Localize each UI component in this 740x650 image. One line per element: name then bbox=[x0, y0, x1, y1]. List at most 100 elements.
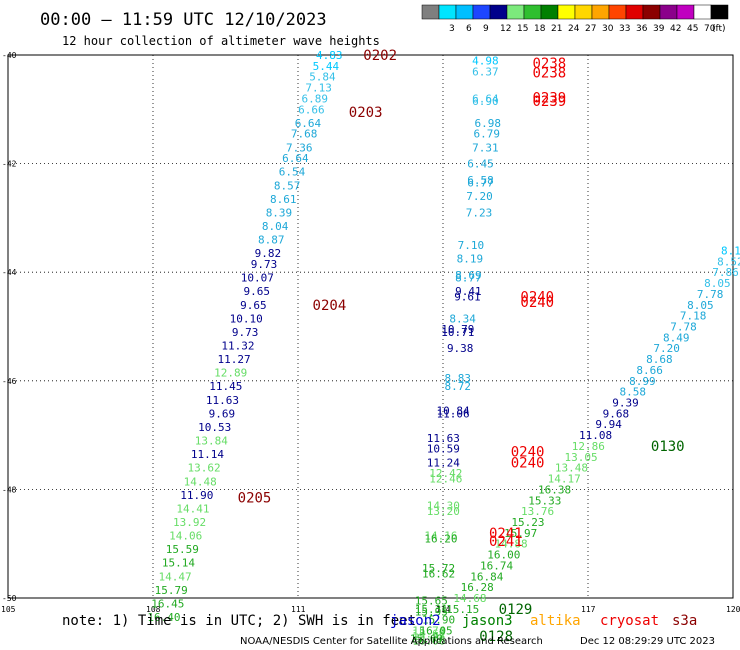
swh-value-label: 13.05 bbox=[565, 451, 598, 464]
swh-value-label: 11.08 bbox=[579, 429, 612, 442]
swh-value-label: 8.19 bbox=[457, 253, 484, 266]
swh-value-label: 15.97 bbox=[504, 527, 537, 540]
swh-value-label: 16.06 bbox=[412, 634, 445, 647]
pass-time-label: 0241 bbox=[489, 534, 523, 550]
colorbar-bin bbox=[591, 4, 610, 20]
swh-value-label: 14.17 bbox=[548, 473, 581, 486]
swh-value-label: 8.83 bbox=[445, 372, 472, 385]
swh-value-label: 15.59 bbox=[166, 543, 199, 556]
swh-value-label: 9.65 bbox=[240, 299, 267, 312]
swh-value-label: 16.74 bbox=[480, 559, 513, 572]
swh-value-label: 8.69 bbox=[455, 269, 482, 282]
swh-value-label: 7.86 bbox=[712, 266, 739, 279]
swh-value-label: 15.79 bbox=[155, 584, 188, 597]
colorbar-bin bbox=[557, 4, 576, 20]
pass-time-label: 0129 bbox=[499, 602, 533, 618]
swh-value-label: 15.72 bbox=[422, 562, 455, 575]
swh-value-label: 11.24 bbox=[427, 456, 460, 469]
map-subtitle: 12 hour collection of altimeter wave hei… bbox=[62, 34, 380, 48]
lon-tick-label: 111 bbox=[291, 605, 306, 614]
swh-value-label: 8.77 bbox=[455, 272, 482, 285]
swh-value-label: 8.04 bbox=[262, 220, 289, 233]
swh-value-label: 15.33 bbox=[528, 494, 561, 507]
colorbar-tick-label: 42 bbox=[670, 24, 681, 34]
track-east: 8.108.527.868.057.788.057.187.788.497.20… bbox=[446, 244, 740, 615]
colorbar-tick-label: 24 bbox=[568, 24, 580, 34]
swh-value-label: 15.78 bbox=[412, 630, 445, 643]
swh-value-label: 15.65 bbox=[415, 595, 448, 608]
swh-value-label: 6.90 bbox=[472, 95, 499, 108]
colorbar-bin bbox=[540, 4, 559, 20]
colorbar-bin bbox=[506, 4, 525, 20]
colorbar-bin bbox=[421, 4, 440, 20]
lon-tick-label: 105 bbox=[1, 605, 16, 614]
swh-value-label: 6.98 bbox=[475, 117, 502, 130]
colorbar-tick-label: 12 bbox=[500, 24, 511, 34]
swh-value-label: 7.20 bbox=[466, 190, 493, 203]
swh-value-label: 6.66 bbox=[298, 103, 325, 116]
swh-value-label: 9.73 bbox=[251, 258, 278, 271]
pass-time-label: 0204 bbox=[313, 298, 347, 314]
colorbar-tick-label: 3 bbox=[449, 24, 455, 34]
colorbar-bin bbox=[642, 4, 661, 20]
swh-value-label: 11.27 bbox=[218, 353, 251, 366]
swh-value-label: 16.20 bbox=[424, 532, 457, 545]
swh-value-label: 10.84 bbox=[436, 405, 469, 418]
swh-value-label: 11.45 bbox=[209, 380, 242, 393]
track-west: 4.835.445.847.136.896.666.647.687.366.64… bbox=[147, 49, 342, 624]
swh-value-label: 11.63 bbox=[206, 394, 239, 407]
mission-jason3: jason3 bbox=[462, 613, 513, 629]
swh-value-label: 16.84 bbox=[470, 570, 503, 583]
swh-value-label: 10.79 bbox=[441, 323, 474, 336]
swh-value-label: 9.73 bbox=[232, 326, 259, 339]
swh-value-label: 6.79 bbox=[474, 128, 501, 141]
swh-value-label: 15.74 bbox=[412, 625, 445, 638]
swh-value-label: 8.58 bbox=[620, 386, 647, 399]
swh-value-label: 9.61 bbox=[454, 291, 481, 304]
colorbar-bin bbox=[455, 4, 474, 20]
swh-value-label: 15.95 bbox=[415, 606, 448, 619]
swh-value-label: 8.68 bbox=[646, 353, 673, 366]
swh-value-label: 7.78 bbox=[670, 321, 697, 334]
colorbar-bin bbox=[676, 4, 695, 20]
mission-cryosat: cryosat bbox=[600, 613, 659, 629]
lat-tick-label: -44 bbox=[2, 268, 17, 277]
colorbar-bin bbox=[608, 4, 627, 20]
swh-value-label: 8.87 bbox=[258, 234, 285, 247]
swh-value-label: 13.76 bbox=[521, 505, 554, 518]
swh-value-label: 8.05 bbox=[704, 277, 731, 290]
track-middle-upper: 4.986.37 6.646.90 6.986.797.31 6.45 6.586.77… bbox=[454, 54, 501, 303]
swh-value-label: 8.52 bbox=[717, 255, 740, 268]
mission-altika: altika bbox=[530, 613, 581, 629]
lat-lon-grid bbox=[8, 55, 733, 598]
colorbar-tick-label: 30 bbox=[602, 24, 614, 34]
swh-value-label: 10.07 bbox=[241, 272, 274, 285]
swh-value-label: 12.89 bbox=[214, 367, 247, 380]
pass-time-label: 0202 bbox=[363, 48, 397, 64]
colorbar-bin bbox=[523, 4, 542, 20]
colorbar-bin bbox=[489, 4, 508, 20]
swh-value-label: 12.86 bbox=[572, 440, 605, 453]
swh-value-label: 8.72 bbox=[445, 380, 472, 393]
colorbar-tick-label: 6 bbox=[466, 24, 472, 34]
swh-value-label: 8.34 bbox=[449, 312, 476, 325]
swh-value-label: 12.42 bbox=[429, 467, 462, 480]
pass-time-labels: 0202020302040205023802380239023902400240… bbox=[238, 48, 685, 645]
colorbar-legend: 3 6 9 12 15 18 21 24 27 30 33 36 39 42 45 70 bbox=[421, 4, 729, 34]
lat-tick-label: -46 bbox=[2, 377, 17, 386]
colorbar-bin bbox=[438, 4, 457, 20]
swh-value-label: 12.46 bbox=[429, 473, 462, 486]
swh-value-label: 11.14 bbox=[191, 448, 224, 461]
swh-value-label: 8.99 bbox=[629, 375, 656, 388]
pass-time-label: 0241 bbox=[489, 526, 523, 542]
swh-value-label: 15.69 bbox=[410, 633, 443, 646]
pass-time-label: 0240 bbox=[520, 295, 554, 311]
swh-value-label: 14.30 bbox=[427, 500, 460, 513]
mission-legend: jason2 jason3 altika cryosat s3a bbox=[390, 613, 697, 629]
wave-height-observations: 4.835.445.847.136.896.666.647.687.366.64… bbox=[147, 49, 740, 647]
swh-value-label: 10.59 bbox=[427, 443, 460, 456]
swh-value-label: 5.44 bbox=[313, 60, 340, 73]
colorbar-tick-label: 33 bbox=[619, 24, 630, 34]
